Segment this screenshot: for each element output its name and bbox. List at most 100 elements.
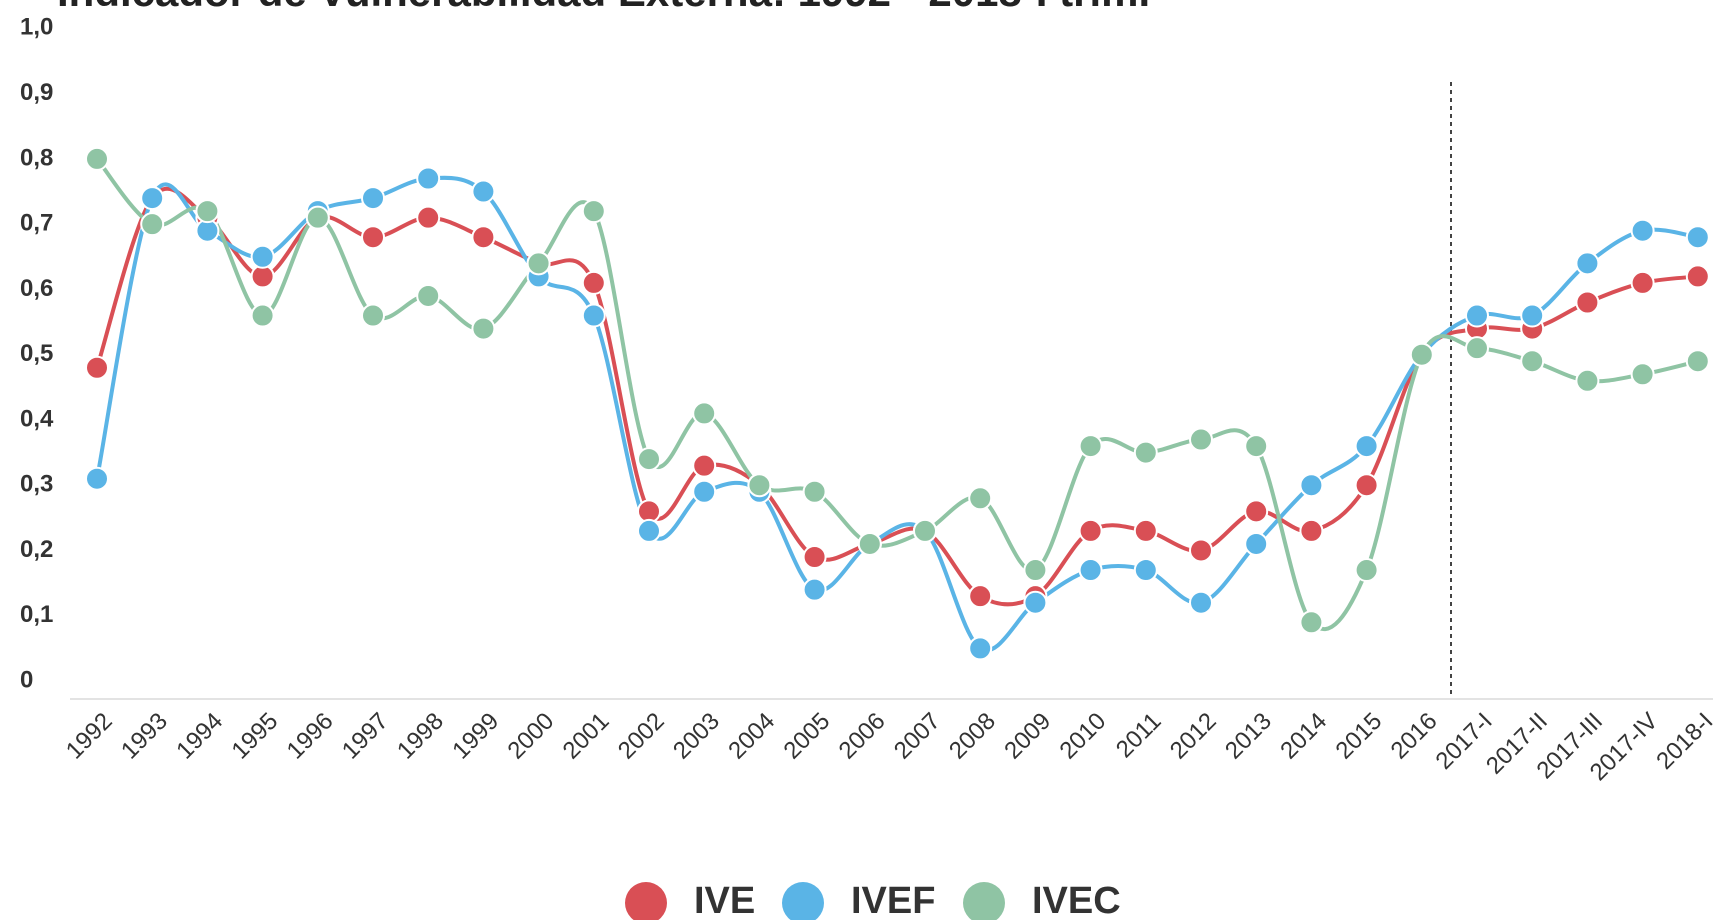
y-tick-label: 0,8 bbox=[20, 144, 53, 171]
legend-swatch bbox=[625, 882, 667, 920]
data-point bbox=[1354, 434, 1379, 459]
legend-swatch bbox=[782, 882, 824, 920]
data-point bbox=[1465, 303, 1489, 328]
data-point bbox=[1023, 558, 1048, 583]
x-tick-label: 2003 bbox=[668, 708, 725, 765]
data-point bbox=[968, 584, 993, 609]
x-tick-label: 1996 bbox=[282, 708, 339, 765]
x-tick-label: 1993 bbox=[116, 708, 173, 765]
data-point bbox=[361, 303, 385, 328]
data-point bbox=[1299, 610, 1324, 635]
data-point bbox=[692, 453, 717, 478]
data-point bbox=[802, 479, 827, 504]
data-point bbox=[637, 447, 661, 472]
data-point bbox=[1244, 499, 1269, 524]
data-point bbox=[1354, 558, 1379, 583]
x-tick-label: 2005 bbox=[778, 708, 835, 765]
data-point bbox=[1520, 349, 1545, 374]
data-point bbox=[471, 225, 496, 250]
data-point bbox=[85, 466, 109, 491]
x-tick-label: 1998 bbox=[392, 708, 449, 765]
x-tick-label: 2014 bbox=[1275, 708, 1332, 765]
data-point bbox=[361, 225, 385, 250]
data-point bbox=[250, 244, 275, 269]
x-tick-label: 1997 bbox=[337, 708, 394, 765]
data-point bbox=[471, 316, 496, 341]
y-tick-label: 0,3 bbox=[20, 471, 53, 498]
legend-swatch bbox=[963, 882, 1005, 920]
data-point bbox=[1244, 434, 1269, 459]
data-point bbox=[140, 212, 165, 237]
y-tick-label: 0,1 bbox=[20, 601, 53, 628]
data-point bbox=[1023, 590, 1048, 615]
x-tick-label: 2000 bbox=[502, 708, 559, 765]
data-point bbox=[968, 636, 993, 661]
data-point bbox=[1465, 336, 1489, 361]
data-point bbox=[140, 186, 165, 211]
data-point bbox=[1685, 225, 1710, 250]
x-tick-label: 2013 bbox=[1220, 708, 1277, 765]
data-point bbox=[1630, 362, 1655, 387]
data-point bbox=[526, 251, 551, 276]
data-point bbox=[692, 479, 717, 504]
legend-label: IVEF bbox=[851, 880, 935, 920]
data-point bbox=[416, 283, 441, 308]
legend-label: IVEC bbox=[1032, 880, 1121, 920]
data-point bbox=[581, 303, 606, 328]
y-tick-label: 0,6 bbox=[20, 275, 53, 302]
chart-title: Indicador de Vulnerabilidad Externa: 199… bbox=[57, 0, 1150, 15]
legend-label: IVE bbox=[694, 880, 755, 920]
series-line bbox=[95, 157, 1699, 631]
data-point bbox=[1189, 538, 1213, 563]
data-point bbox=[581, 270, 606, 295]
x-tick-label: 2012 bbox=[1165, 708, 1222, 765]
data-point bbox=[857, 531, 882, 556]
data-point bbox=[692, 401, 717, 426]
x-tick-label: 1992 bbox=[61, 708, 118, 765]
x-tick-label: 2010 bbox=[1054, 708, 1111, 765]
data-point bbox=[195, 199, 220, 224]
y-tick-label: 0,7 bbox=[20, 210, 53, 237]
data-point bbox=[637, 518, 661, 543]
data-point bbox=[1133, 558, 1158, 583]
data-point bbox=[1078, 558, 1103, 583]
data-point bbox=[416, 205, 441, 230]
data-point bbox=[85, 146, 109, 171]
y-tick-label: 0,5 bbox=[20, 340, 53, 367]
x-tick-label: 2001 bbox=[558, 708, 615, 765]
x-tick-label: 2007 bbox=[889, 708, 946, 765]
data-point bbox=[250, 303, 275, 328]
x-tick-label: 2009 bbox=[999, 708, 1056, 765]
data-point bbox=[305, 205, 330, 230]
y-tick-label: 0,4 bbox=[20, 405, 54, 432]
data-point bbox=[361, 186, 385, 211]
data-point bbox=[416, 166, 441, 191]
x-tick-label: 1994 bbox=[171, 708, 228, 765]
data-point bbox=[1299, 473, 1324, 498]
data-point bbox=[802, 545, 827, 570]
x-tick-label: 2015 bbox=[1330, 708, 1387, 765]
x-tick-label: 2018-I bbox=[1651, 708, 1713, 775]
data-point bbox=[581, 199, 606, 224]
x-tick-label: 2006 bbox=[834, 708, 891, 765]
data-point bbox=[1575, 368, 1600, 393]
x-tick-label: 2004 bbox=[723, 708, 780, 765]
x-tick-label: 2002 bbox=[613, 708, 670, 765]
data-point bbox=[1299, 518, 1324, 543]
x-tick-label: 1995 bbox=[226, 708, 283, 765]
data-point bbox=[1244, 531, 1269, 556]
x-tick-label: 2011 bbox=[1111, 708, 1167, 764]
data-point bbox=[1520, 303, 1545, 328]
data-point bbox=[1354, 473, 1379, 498]
x-tick-label: 2008 bbox=[944, 708, 1001, 765]
data-point bbox=[1189, 427, 1213, 452]
series-line bbox=[95, 175, 1699, 653]
data-point bbox=[968, 486, 993, 511]
x-tick-label: 1999 bbox=[447, 708, 504, 765]
y-tick-label: 1,0 bbox=[20, 14, 53, 41]
data-point bbox=[1133, 440, 1158, 465]
data-point bbox=[1133, 518, 1158, 543]
y-tick-label: 0 bbox=[20, 666, 33, 693]
y-tick-label: 0,2 bbox=[20, 536, 53, 563]
